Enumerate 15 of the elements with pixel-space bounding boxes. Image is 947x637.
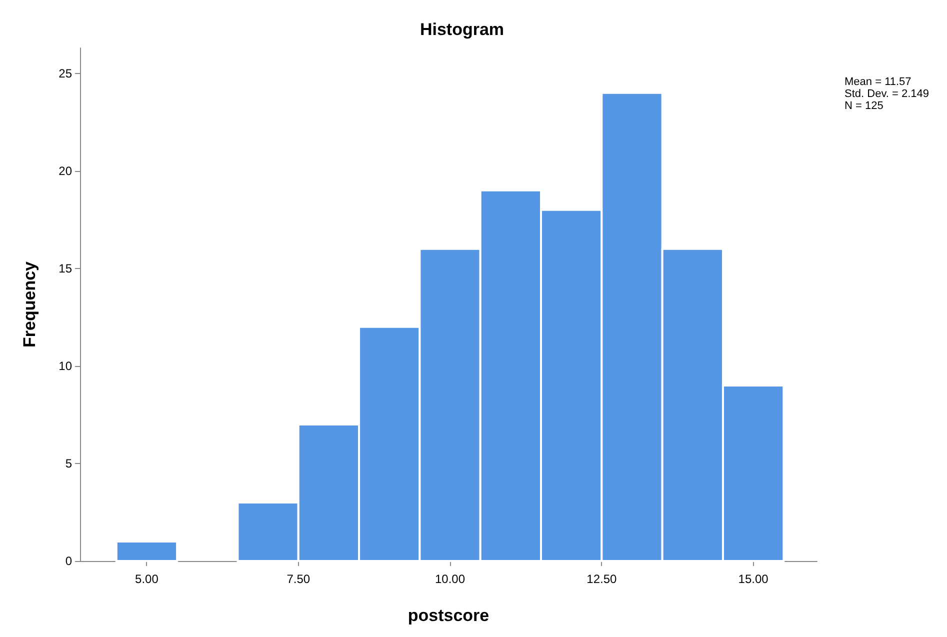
x-tick-label: 12.50: [586, 572, 617, 586]
y-tick-label: 15: [58, 261, 72, 276]
y-axis-title: Frequency: [20, 260, 39, 348]
y-tick-label: 0: [65, 554, 72, 568]
y-tick-label: 25: [58, 66, 72, 80]
y-tick-label: 5: [65, 456, 72, 470]
x-tick-label: 10.00: [435, 572, 466, 586]
text: Mean = 11.57 Std. Dev. = 2.149 N = 125: [844, 76, 930, 112]
x-tick-label: 7.50: [286, 572, 310, 586]
x-tick-label: 5.00: [135, 572, 159, 586]
y-tick-label: 10: [58, 358, 72, 373]
y-tick-label: 20: [58, 164, 72, 178]
x-tick-label: 15.00: [738, 572, 769, 586]
x-axis-title: postscore: [408, 606, 490, 625]
chart-title: Histogram: [420, 20, 504, 39]
